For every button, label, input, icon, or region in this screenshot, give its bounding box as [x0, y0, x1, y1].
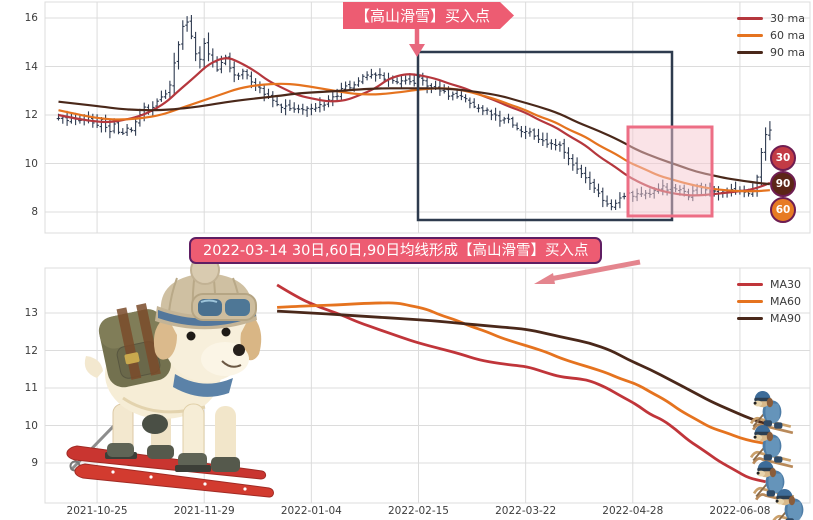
bottom-ma-lines: [276, 283, 767, 484]
ma-line-MA60: [277, 301, 766, 445]
legend-label: 90 ma: [770, 46, 805, 59]
ma30-badge: 30: [770, 145, 796, 171]
legend-entry-60ma: 60 ma: [737, 27, 805, 44]
legend-line-swatch: [737, 300, 763, 303]
ma90-badge: 90: [770, 171, 796, 197]
legend-line-swatch: [737, 17, 763, 20]
ma60-badge: 60: [770, 197, 796, 223]
x-tick-label: 2021-10-25: [66, 505, 128, 517]
legend-label: MA90: [770, 312, 802, 325]
legend-label: 30 ma: [770, 12, 805, 25]
ma-line-MA30: [276, 283, 766, 484]
legend-label: MA30: [770, 278, 802, 291]
legend-entry-MA90: MA90: [737, 310, 801, 327]
legend-entry-MA30: MA30: [737, 276, 801, 293]
ma-line-MA90: [277, 309, 767, 425]
top-y-tick-label: 10: [24, 157, 38, 170]
x-tick-label: 2022-01-04: [280, 505, 342, 517]
x-tick-label: 2022-06-08: [709, 505, 771, 517]
legend-entry-MA60: MA60: [737, 293, 801, 310]
legend-label: MA60: [770, 295, 802, 308]
ma-formation-callout: 2022-03-14 30日,60日,90日均线形成【高山滑雪】买入点: [189, 237, 603, 264]
down-arrow-icon: [409, 29, 425, 57]
top-y-tick-label: 8: [31, 206, 38, 218]
ma60-badge-label: 60: [775, 204, 791, 216]
buy-point-callout: 【高山滑雪】买入点: [343, 2, 514, 29]
buy-point-callout-text: 【高山滑雪】买入点: [355, 6, 491, 25]
top-y-tick-label: 14: [24, 60, 38, 73]
legend-line-swatch: [737, 317, 763, 320]
ski-dog-figurine-image: [66, 255, 274, 498]
bottom-y-tick-label: 9: [31, 457, 38, 469]
convergence-highlight-box: [626, 125, 714, 218]
legend-entry-90ma: 90 ma: [737, 44, 805, 61]
legend-label: 60 ma: [770, 29, 805, 42]
bottom-y-tick-label: 10: [24, 419, 38, 432]
mini-skier-dog-icon: [749, 390, 795, 435]
highlight-boxes: [416, 50, 714, 222]
annotation-arrow-icon: [534, 259, 641, 284]
x-tick-label: 2022-02-15: [387, 505, 449, 517]
bottom-chart-legend: MA30 MA60 MA90: [737, 276, 801, 327]
legend-line-swatch: [737, 283, 763, 286]
top-y-tick-label: 16: [24, 12, 38, 24]
ma-formation-callout-text: 2022-03-14 30日,60日,90日均线形成【高山滑雪】买入点: [203, 242, 589, 259]
x-tick-label: 2022-04-28: [602, 505, 664, 517]
legend-entry-30ma: 30 ma: [737, 10, 805, 27]
x-tick-label: 2021-11-29: [173, 505, 235, 517]
legend-line-swatch: [737, 34, 763, 37]
bottom-y-tick-label: 13: [24, 307, 38, 319]
ma30-badge-label: 30: [775, 152, 791, 164]
top-chart-legend: 30 ma 60 ma 90 ma: [737, 10, 805, 61]
x-tick-label: 2022-03-22: [495, 505, 557, 517]
ma90-badge-label: 90: [775, 178, 791, 190]
top-y-tick-label: 12: [24, 109, 38, 121]
legend-line-swatch: [737, 51, 763, 54]
bottom-y-tick-label: 11: [24, 382, 38, 394]
bottom-y-tick-label: 12: [24, 344, 38, 357]
